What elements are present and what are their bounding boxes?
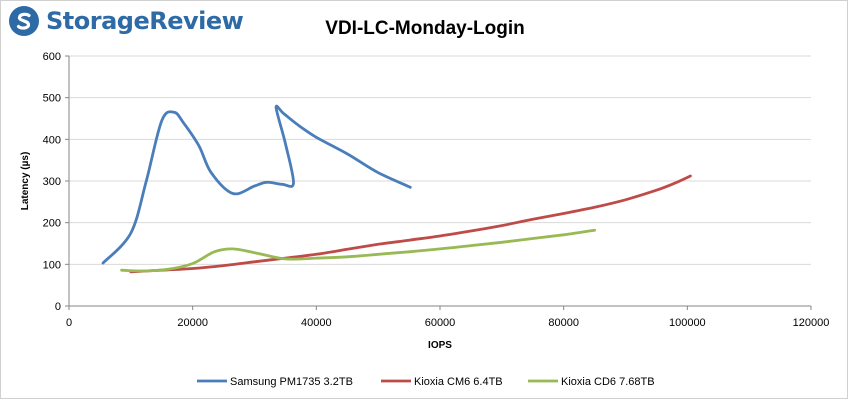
series-line-2 xyxy=(120,228,596,273)
x-tick-labels: 0 20000 40000 60000 80000 100000 120000 xyxy=(66,317,829,329)
y-tick-label: 200 xyxy=(43,218,61,230)
brand-logo: StorageReview xyxy=(8,4,244,38)
legend: Samsung PM1735 3.2TB Kioxia CM6 6.4TB Kiox… xyxy=(197,376,655,388)
axes xyxy=(68,56,811,307)
legend-label: Samsung PM1735 3.2TB xyxy=(230,376,353,388)
y-tick-label: 400 xyxy=(43,134,61,146)
chart-title: VDI-LC-Monday-Login xyxy=(325,18,524,39)
x-tick-label: 0 xyxy=(66,317,72,329)
brand-name: StorageReview xyxy=(46,7,244,35)
y-tick-label: 600 xyxy=(43,51,61,63)
y-tick-label: 0 xyxy=(55,301,61,313)
x-tick-label: 80000 xyxy=(548,317,579,329)
y-tick-label: 300 xyxy=(43,176,61,188)
x-tick-label: 60000 xyxy=(425,317,456,329)
gridlines xyxy=(65,55,812,310)
x-tick-label: 20000 xyxy=(177,317,208,329)
series-line-1 xyxy=(129,174,692,274)
y-tick-label: 100 xyxy=(43,259,61,271)
legend-label: Kioxia CM6 6.4TB xyxy=(414,376,503,388)
x-tick-label: 120000 xyxy=(793,317,830,329)
series-lines xyxy=(101,104,692,274)
x-axis-label: IOPS xyxy=(428,340,452,351)
y-axis-label: Latency (µs) xyxy=(20,152,31,211)
storagereview-logo-icon xyxy=(9,6,39,36)
series-line-0 xyxy=(101,104,412,265)
x-tick-label: 40000 xyxy=(301,317,332,329)
x-tick-label: 100000 xyxy=(669,317,706,329)
legend-label: Kioxia CD6 7.68TB xyxy=(561,376,655,388)
y-tick-labels: 0 100 200 300 400 500 600 xyxy=(43,51,61,313)
y-tick-label: 500 xyxy=(43,93,61,105)
